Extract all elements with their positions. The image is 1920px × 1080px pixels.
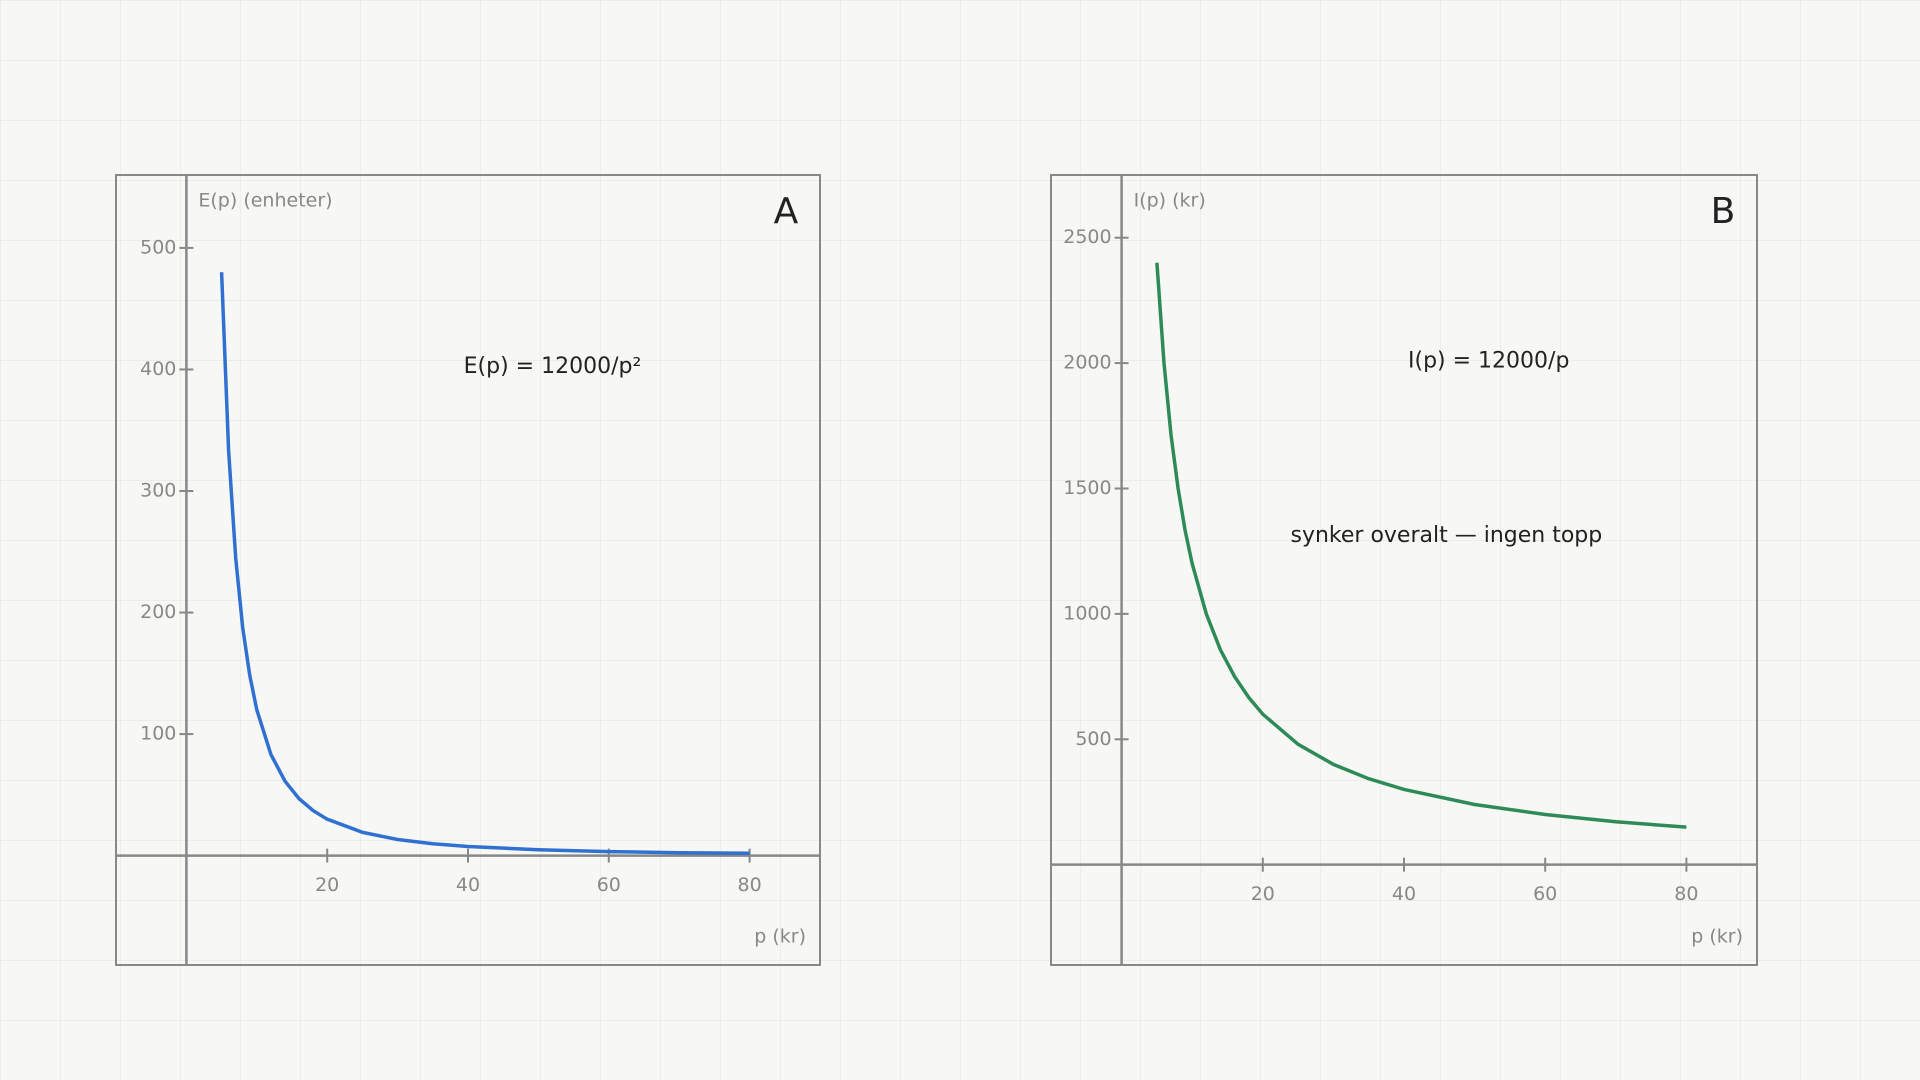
x-tick-label: 80: [1674, 883, 1698, 905]
plot-frame: [1050, 174, 1758, 966]
data-line: [219, 272, 750, 856]
x-axis-label: p (kr): [1691, 926, 1743, 948]
x-tick-label: 60: [1533, 883, 1557, 905]
annotation: synker overalt — ingen topp: [1290, 523, 1602, 548]
x-tick-label: 60: [597, 874, 621, 896]
y-tick-label: 2000: [1063, 352, 1111, 374]
panel-label: A: [774, 191, 799, 232]
x-tick-label: 40: [1392, 883, 1416, 905]
y-tick-label: 100: [140, 723, 176, 745]
panel-label: B: [1711, 191, 1736, 232]
y-tick-label: 2500: [1063, 226, 1111, 248]
plot-frame: [115, 174, 821, 966]
y-tick-label: 400: [140, 358, 176, 380]
y-axis-label: E(p) (enheter): [198, 190, 332, 212]
y-tick-label: 500: [140, 236, 176, 258]
x-tick-label: 20: [315, 874, 339, 896]
x-tick-label: 40: [456, 874, 480, 896]
y-tick-label: 200: [140, 601, 176, 623]
annotation: I(p) = 12000/p: [1408, 348, 1569, 373]
annotation: E(p) = 12000/p²: [464, 354, 642, 379]
y-tick-label: 1500: [1063, 477, 1111, 499]
x-tick-label: 80: [738, 874, 762, 896]
data-line: [1155, 262, 1687, 829]
x-tick-label: 20: [1251, 883, 1275, 905]
x-axis-label: p (kr): [754, 926, 806, 948]
y-tick-label: 500: [1075, 728, 1111, 750]
y-tick-label: 1000: [1063, 602, 1111, 624]
y-tick-label: 300: [140, 480, 176, 502]
y-axis-label: I(p) (kr): [1134, 190, 1206, 212]
